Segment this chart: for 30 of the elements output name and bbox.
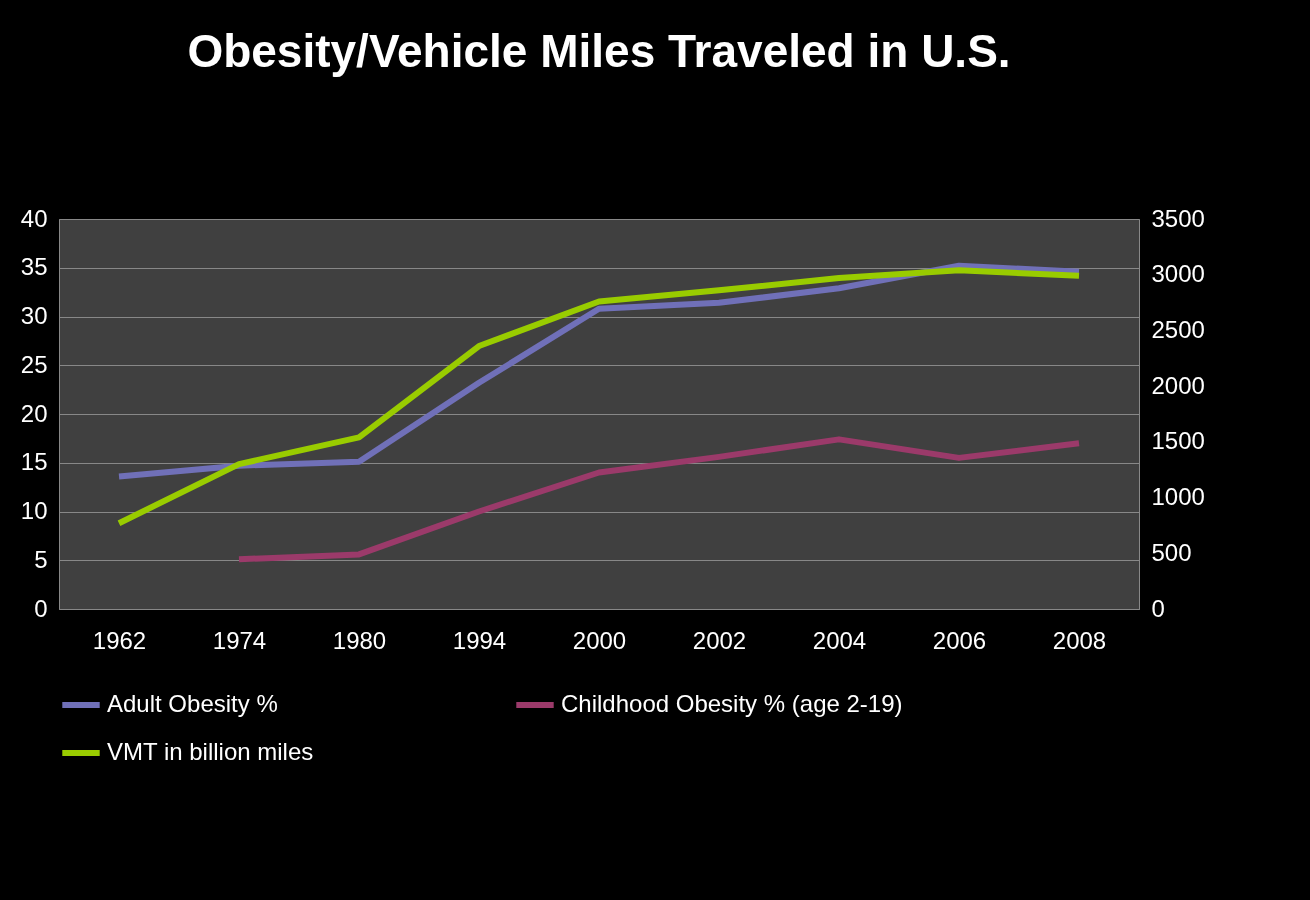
y2-tick-label: 0 [1151, 594, 1165, 622]
legend-label: Childhood Obesity % (age 2-19) [561, 690, 903, 717]
y-tick-label: 25 [20, 350, 48, 378]
x-tick-label: 1994 [452, 626, 507, 654]
y-tick-label: 30 [20, 302, 48, 329]
legend-label: VMT in billion miles [107, 738, 314, 765]
x-tick-label: 1974 [212, 626, 267, 654]
x-tick-label: 2002 [692, 626, 747, 654]
y2-tick-label: 3000 [1151, 260, 1205, 288]
x-tick-label: 2004 [812, 626, 867, 654]
x-tick-label: 2008 [1052, 626, 1107, 654]
x-tick-label: 1962 [92, 626, 147, 654]
y2-tick-label: 500 [1151, 538, 1192, 566]
y2-tick-label: 2000 [1151, 371, 1205, 399]
legend-label: Adult Obesity % [107, 690, 278, 717]
y2-tick-label: 2500 [1151, 315, 1205, 343]
x-tick-label: 1980 [332, 626, 387, 654]
y2-tick-label: 1500 [1151, 427, 1205, 455]
y2-tick-label: 1000 [1151, 483, 1205, 511]
y-tick-label: 5 [34, 545, 48, 573]
y-tick-label: 20 [20, 399, 48, 427]
y-tick-label: 40 [20, 204, 48, 232]
y-tick-label: 0 [34, 594, 48, 622]
x-tick-label: 2006 [932, 626, 987, 654]
y2-tick-label: 3500 [1151, 204, 1205, 232]
y-tick-label: 10 [20, 497, 48, 524]
x-tick-label: 2000 [572, 626, 627, 654]
y-tick-label: 35 [20, 253, 48, 281]
y-tick-label: 15 [20, 448, 48, 476]
chart-title: Obesity/Vehicle Miles Traveled in U.S. [187, 25, 1011, 77]
